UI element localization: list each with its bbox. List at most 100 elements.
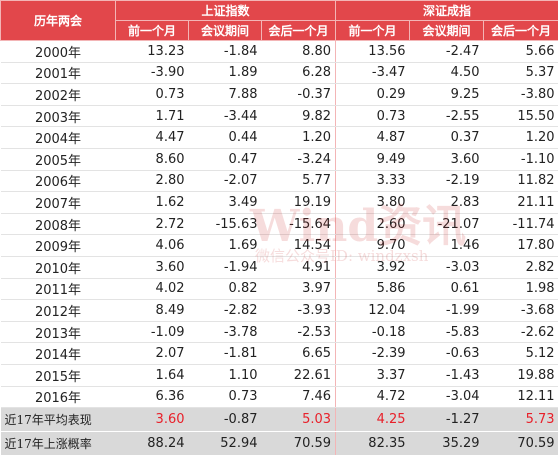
- cell-value: -21.07: [409, 213, 484, 236]
- cell-value: -1.94: [188, 256, 262, 279]
- cell-value: 70.59: [483, 431, 558, 457]
- cell-value: 1.20: [483, 126, 558, 149]
- cell-value: -2.47: [409, 40, 484, 63]
- cell-value: 0.61: [409, 278, 484, 301]
- cell-value: -3.90: [115, 62, 189, 85]
- header-row: 历年两会 上证指数 深证成指: [0, 0, 558, 41]
- cell-value: -1.81: [188, 342, 262, 365]
- column-header: 会后一个月: [483, 20, 558, 41]
- row-label: 2013年: [0, 321, 116, 344]
- row-label: 2011年: [0, 278, 116, 301]
- cell-value: 1.64: [115, 364, 189, 387]
- cell-value: 5.03: [261, 407, 337, 433]
- cell-value: 82.35: [335, 431, 410, 457]
- cell-value: 2.80: [115, 170, 189, 193]
- data-row: 2016年 6.36 0.73 7.46 4.72 -3.04 12.11: [0, 386, 558, 409]
- cell-value: 14.54: [261, 234, 337, 257]
- row-label: 近17年平均表现: [0, 407, 116, 433]
- cell-value: 4.72: [335, 386, 410, 409]
- cell-value: 1.71: [115, 105, 189, 128]
- summary-row: 近17年上涨概率 88.24 52.94 70.59 82.35 35.29 70.59: [0, 431, 558, 457]
- column-header: 前一个月: [335, 20, 411, 41]
- data-row: 2009年 4.06 1.69 14.54 9.70 1.46 17.80: [0, 234, 558, 257]
- cell-value: -3.03: [409, 256, 484, 279]
- data-row: 2013年 -1.09 -3.78 -2.53 -0.18 -5.83 -2.62: [0, 321, 558, 344]
- data-row: 2005年 8.60 0.47 -3.24 9.49 3.60 -1.10: [0, 148, 558, 171]
- row-label: 2001年: [0, 62, 116, 85]
- cell-value: 21.11: [483, 191, 558, 214]
- cell-value: -3.68: [483, 299, 558, 322]
- header-row: 前一个月 会议期间 会后一个月 前一个月 会议期间 会后一个月: [1, 20, 558, 41]
- cell-value: 5.77: [261, 170, 337, 193]
- cell-value: -3.47: [335, 62, 410, 85]
- row-label: 2016年: [0, 386, 116, 409]
- cell-value: -1.09: [115, 321, 189, 344]
- cell-value: 0.82: [188, 278, 262, 301]
- cell-value: 11.82: [483, 170, 558, 193]
- cell-value: 1.62: [115, 191, 189, 214]
- data-row: 2011年 4.02 0.82 3.97 5.86 0.61 1.98: [0, 278, 558, 301]
- cell-value: 0.44: [188, 126, 262, 149]
- cell-value: 12.11: [483, 386, 558, 409]
- row-label: 2000年: [0, 40, 116, 63]
- cell-value: 1.69: [188, 234, 262, 257]
- row-label: 2003年: [0, 105, 116, 128]
- cell-value: 2.83: [409, 191, 484, 214]
- row-label: 2009年: [0, 234, 116, 257]
- cell-value: 0.29: [335, 83, 410, 106]
- cell-value: 70.59: [261, 431, 337, 457]
- column-header: 前一个月: [115, 20, 189, 41]
- data-row: 2000年 13.23 -1.84 8.80 13.56 -2.47 5.66: [0, 40, 558, 63]
- cell-value: 0.37: [409, 126, 484, 149]
- cell-value: -0.18: [335, 321, 410, 344]
- cell-value: -1.10: [483, 148, 558, 171]
- cell-value: 6.28: [261, 62, 337, 85]
- row-label: 2002年: [0, 83, 116, 106]
- cell-value: 5.86: [335, 278, 410, 301]
- column-header: 会后一个月: [260, 20, 337, 41]
- cell-value: 5.73: [483, 407, 558, 433]
- column-header: 会议期间: [188, 20, 262, 41]
- cell-value: -1.43: [409, 364, 484, 387]
- row-label: 2007年: [0, 191, 116, 214]
- cell-value: 4.25: [335, 407, 410, 433]
- cell-value: -0.87: [188, 407, 262, 433]
- column-header: 会议期间: [409, 20, 485, 41]
- cell-value: 35.29: [409, 431, 484, 457]
- cell-value: 5.66: [483, 40, 558, 63]
- cell-value: 13.23: [115, 40, 189, 63]
- summary-row: 近17年平均表现 3.60 -0.87 5.03 4.25 -1.27 5.73: [0, 407, 558, 433]
- cell-value: 2.72: [115, 213, 189, 236]
- cell-value: 1.89: [188, 62, 262, 85]
- cell-value: -2.39: [335, 342, 410, 365]
- cell-value: -2.53: [261, 321, 337, 344]
- cell-value: 0.73: [115, 83, 189, 106]
- data-row: 2007年 1.62 3.49 19.19 3.80 2.83 21.11: [0, 191, 558, 214]
- data-row: 2006年 2.80 -2.07 5.77 3.33 -2.19 11.82: [0, 170, 558, 193]
- cell-value: -3.78: [188, 321, 262, 344]
- corner-header: 历年两会: [0, 0, 116, 41]
- cell-value: 3.33: [335, 170, 410, 193]
- cell-value: 1.10: [188, 364, 262, 387]
- cell-value: 5.12: [483, 342, 558, 365]
- cell-value: 9.70: [335, 234, 410, 257]
- row-label: 2006年: [0, 170, 116, 193]
- data-row: 2014年 2.07 -1.81 6.65 -2.39 -0.63 5.12: [0, 342, 558, 365]
- cell-value: 4.50: [409, 62, 484, 85]
- cell-value: 12.04: [335, 299, 410, 322]
- cell-value: -1.84: [188, 40, 262, 63]
- cell-value: 17.80: [483, 234, 558, 257]
- row-label: 2014年: [0, 342, 116, 365]
- row-label: 2012年: [0, 299, 116, 322]
- row-label: 2010年: [0, 256, 116, 279]
- cell-value: -1.27: [409, 407, 484, 433]
- cell-value: 7.46: [261, 386, 337, 409]
- row-label: 2004年: [0, 126, 116, 149]
- data-row: 2008年 2.72 -15.63 -15.64 2.60 -21.07 -11.74: [0, 213, 558, 236]
- cell-value: -11.74: [483, 213, 558, 236]
- data-row: 2003年 1.71 -3.44 9.82 0.73 -2.55 15.50: [0, 105, 558, 128]
- cell-value: 13.56: [335, 40, 410, 63]
- cell-value: 6.65: [261, 342, 337, 365]
- data-row: 2015年 1.64 1.10 22.61 3.37 -1.43 19.88: [0, 364, 558, 387]
